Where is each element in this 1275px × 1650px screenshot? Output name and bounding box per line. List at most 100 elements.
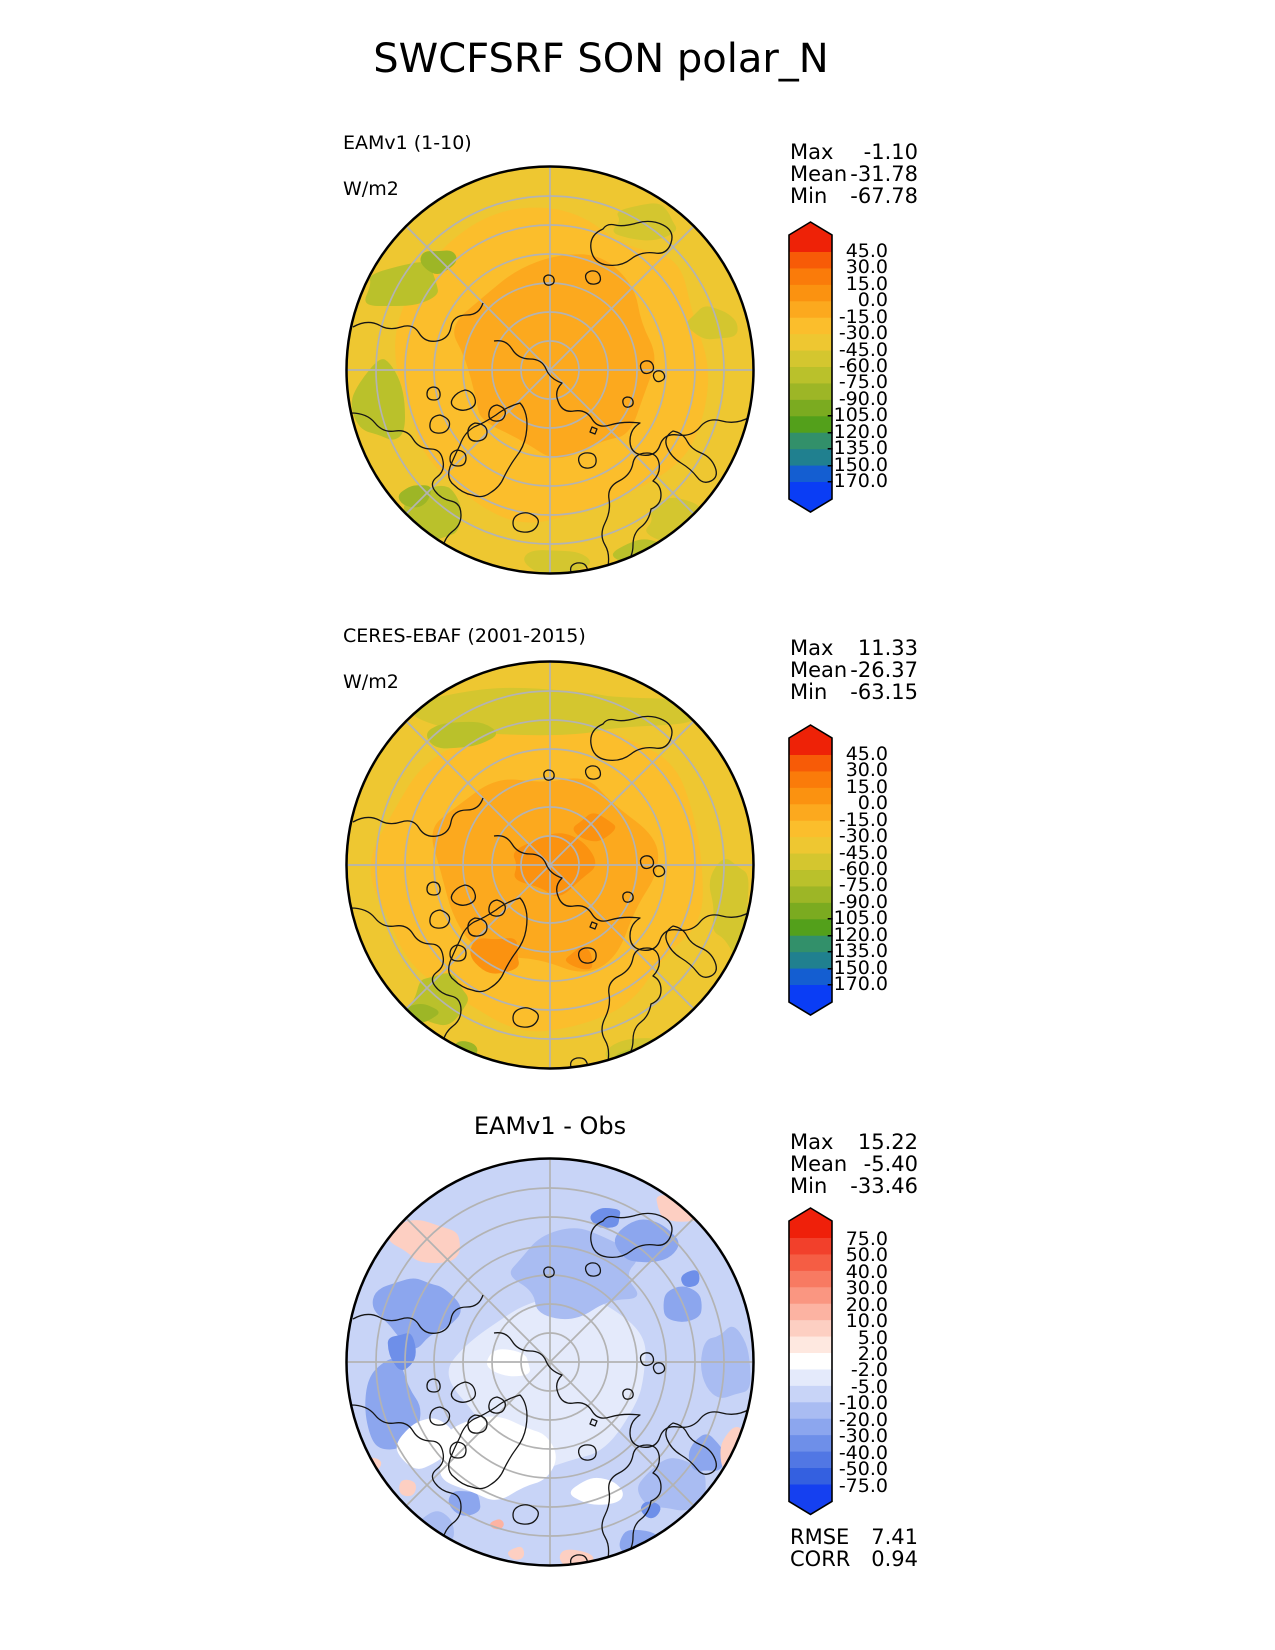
- stat-row: Min -63.15: [790, 681, 918, 703]
- stat-row: Min -67.78: [790, 185, 918, 207]
- colorbar-tick-label: -105.0: [826, 404, 888, 427]
- colorbar-cap-bottom: [789, 482, 832, 513]
- colorbar-svg: [788, 724, 833, 1016]
- colorbar-tick-label: -90.0: [838, 890, 888, 913]
- stat-value: 15.22: [857, 1130, 918, 1154]
- colorbar-tick-label: 0.0: [857, 289, 888, 312]
- coastlines: [350, 715, 751, 1069]
- colorbar-tick-label: -170.0: [826, 973, 888, 995]
- colorbar-tick-label: -170.0: [826, 470, 888, 492]
- polar-map-svg: [345, 660, 755, 1070]
- panel-3-colorbar: [787, 1204, 836, 1523]
- colorbar-tick-label: -45.0: [838, 338, 888, 361]
- colorbar-tick-label: -90.0: [838, 387, 888, 410]
- stat-value: 11.33: [857, 636, 918, 660]
- colorbar-cap-bottom: [789, 1484, 832, 1515]
- polar-map-model: [345, 165, 755, 575]
- colorbar-tick-label: -15.0: [838, 808, 888, 831]
- panel-2-units: W/m2: [343, 671, 399, 693]
- colorbar-tick-label: 0.0: [857, 792, 888, 815]
- metric-row: RMSE 7.41: [790, 1526, 918, 1548]
- stat-label: Min: [790, 184, 828, 208]
- colorbar-cap-top: [789, 725, 832, 755]
- colorbar-tick-label: 45.0: [845, 240, 888, 262]
- contour-blobs: [370, 687, 749, 1069]
- colorbar-tick-label: -135.0: [826, 940, 888, 963]
- colorbar-tick-label: -5.0: [850, 1375, 888, 1398]
- colorbar-tick-label: -150.0: [826, 453, 888, 476]
- colorbar-outline: [788, 724, 833, 1016]
- colorbar-tick-label: 10.0: [845, 1310, 888, 1333]
- colorbar-svg: [788, 1207, 833, 1516]
- coastlines: [350, 1212, 751, 1566]
- stat-value: -67.78: [850, 184, 918, 208]
- colorbar-tick-label: 45.0: [845, 743, 888, 765]
- stat-row: Max -1.10: [790, 141, 918, 163]
- panel-1-label-line1: EAMv1 (1-10): [343, 132, 472, 154]
- stat-row: Min -33.46: [790, 1175, 918, 1197]
- polar-map-svg: [345, 1157, 755, 1567]
- panel-2-label: CERES-EBAF (2001-2015) W/m2: [343, 602, 586, 717]
- colorbar-tick-label: -15.0: [838, 305, 888, 328]
- polar-map-diff: [345, 1157, 755, 1567]
- stat-value: -26.37: [850, 658, 918, 682]
- map-outline: [345, 165, 755, 575]
- colorbar-tick-label: 30.0: [845, 1277, 888, 1300]
- colorbar-tick-label: 75.0: [845, 1228, 888, 1250]
- colorbar-tick-label: 30.0: [845, 759, 888, 782]
- colorbar-tick-label: 40.0: [845, 1260, 888, 1283]
- panel-3-metrics: RMSE 7.41 CORR 0.94: [790, 1526, 918, 1570]
- colorbar-tick-label: -60.0: [838, 355, 888, 377]
- colorbar-cap-top: [789, 1208, 832, 1238]
- colorbar-tick-label: -10.0: [838, 1392, 888, 1415]
- colorbar-tick-label: -30.0: [838, 322, 888, 345]
- colorbar-tick-label: -135.0: [826, 437, 888, 460]
- stat-row: Mean -5.40: [790, 1153, 918, 1175]
- map-outline: [345, 660, 755, 1070]
- stat-value: 7.41: [871, 1525, 918, 1549]
- colorbar-tick-label: -40.0: [838, 1441, 888, 1464]
- polar-map-svg: [345, 165, 755, 575]
- colorbar-tick-label: -45.0: [838, 841, 888, 864]
- panel-1-stats: Max -1.10 Mean -31.78 Min -67.78: [790, 141, 918, 207]
- colorbar-tick-label: -30.0: [838, 825, 888, 848]
- colorbar-tick-label: 5.0: [857, 1326, 888, 1349]
- panel-1-label: EAMv1 (1-10) W/m2: [343, 109, 472, 224]
- colorbar-tick-label: 50.0: [845, 1244, 888, 1267]
- colorbar-tick-label: 15.0: [845, 775, 888, 798]
- colorbar-tick-label: -75.0: [838, 874, 888, 897]
- metric-row: CORR 0.94: [790, 1548, 918, 1570]
- colorbar-tick-label: -105.0: [826, 907, 888, 930]
- map-content: [346, 166, 754, 574]
- stat-label: Max: [790, 1130, 834, 1154]
- panel-2-colorbar: [787, 721, 836, 1024]
- stat-label: Max: [790, 636, 834, 660]
- colorbar-tick-label: 15.0: [845, 272, 888, 295]
- map-content: [346, 661, 754, 1069]
- stat-row: Mean -31.78: [790, 163, 918, 185]
- panel-2-label-line1: CERES-EBAF (2001-2015): [343, 625, 586, 647]
- panel-2-stats: Max 11.33 Mean -26.37 Min -63.15: [790, 637, 918, 703]
- colorbar-tick-label: -50.0: [838, 1458, 888, 1480]
- colorbar-tick-label: -120.0: [826, 420, 888, 443]
- stat-value: -5.40: [863, 1152, 918, 1176]
- colorbar-tick-label: 2.0: [857, 1343, 888, 1365]
- stat-value: -63.15: [850, 680, 918, 704]
- stat-label: Mean: [790, 162, 848, 186]
- stat-label: Min: [790, 680, 828, 704]
- graticule: [346, 661, 754, 1069]
- colorbar-outline: [788, 1207, 833, 1516]
- panel-3-title: EAMv1 - Obs: [473, 1112, 627, 1140]
- graticule: [346, 166, 754, 574]
- colorbar-tick-label: -75.0: [838, 371, 888, 394]
- map-outline: [345, 1157, 755, 1567]
- colorbar-tick-label: -20.0: [838, 1408, 888, 1431]
- colorbar-tick-label: -60.0: [838, 858, 888, 880]
- panel-1-units: W/m2: [343, 178, 399, 200]
- colorbar-tick-label: -120.0: [826, 923, 888, 946]
- contour-blobs: [351, 203, 738, 574]
- figure-title: SWCFSRF SON polar_N: [373, 36, 829, 82]
- colorbar-svg: [788, 221, 833, 513]
- stat-label: Mean: [790, 1152, 848, 1176]
- colorbar-tick-label: -2.0: [850, 1359, 888, 1382]
